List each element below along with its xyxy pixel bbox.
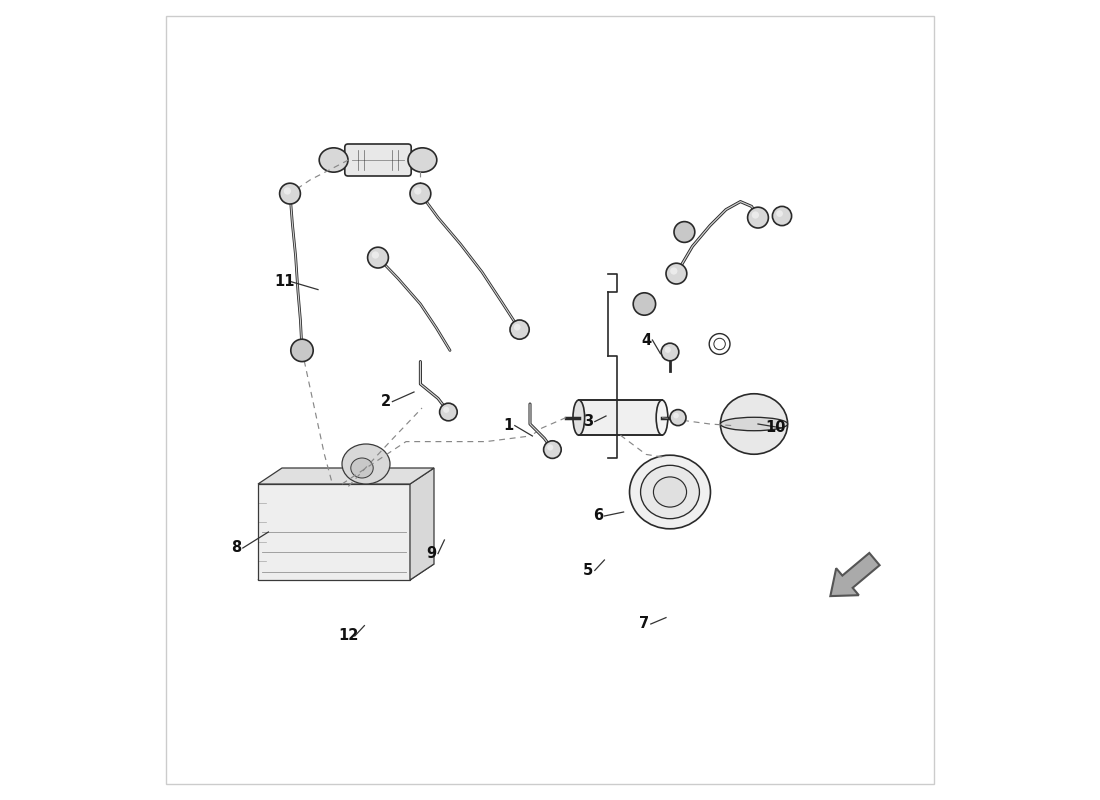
- Ellipse shape: [657, 400, 668, 435]
- Circle shape: [440, 403, 458, 421]
- Circle shape: [290, 339, 314, 362]
- Polygon shape: [258, 484, 410, 580]
- Circle shape: [415, 187, 421, 194]
- Ellipse shape: [653, 477, 686, 507]
- Circle shape: [284, 187, 292, 194]
- Circle shape: [372, 251, 379, 258]
- Text: 12: 12: [338, 629, 359, 643]
- Circle shape: [367, 247, 388, 268]
- Text: 2: 2: [381, 394, 392, 409]
- Circle shape: [748, 207, 769, 228]
- Ellipse shape: [720, 418, 788, 430]
- Circle shape: [674, 222, 695, 242]
- Polygon shape: [258, 564, 434, 580]
- Polygon shape: [258, 468, 434, 484]
- Text: 11: 11: [274, 274, 295, 289]
- Polygon shape: [830, 553, 880, 596]
- Circle shape: [634, 293, 656, 315]
- Circle shape: [514, 324, 520, 330]
- Circle shape: [670, 267, 678, 274]
- Ellipse shape: [640, 466, 700, 518]
- Circle shape: [751, 211, 759, 218]
- Circle shape: [670, 410, 686, 426]
- Bar: [579, 400, 662, 435]
- Text: 8: 8: [231, 541, 242, 555]
- Text: 6: 6: [593, 509, 603, 523]
- Text: 9: 9: [427, 546, 437, 561]
- Ellipse shape: [720, 394, 788, 454]
- Circle shape: [772, 206, 792, 226]
- Circle shape: [547, 444, 553, 450]
- Circle shape: [664, 346, 671, 353]
- Text: 5: 5: [583, 563, 594, 578]
- Ellipse shape: [408, 148, 437, 172]
- Circle shape: [410, 183, 431, 204]
- Circle shape: [777, 210, 783, 217]
- Ellipse shape: [342, 444, 390, 484]
- Circle shape: [673, 413, 679, 418]
- Circle shape: [661, 343, 679, 361]
- Ellipse shape: [351, 458, 373, 478]
- Circle shape: [543, 441, 561, 458]
- FancyBboxPatch shape: [344, 144, 411, 176]
- Circle shape: [443, 406, 449, 413]
- Ellipse shape: [629, 455, 711, 529]
- Ellipse shape: [573, 400, 584, 435]
- Circle shape: [279, 183, 300, 204]
- Circle shape: [666, 263, 686, 284]
- Polygon shape: [410, 468, 435, 580]
- Text: 7: 7: [639, 617, 649, 631]
- Text: 4: 4: [641, 333, 651, 347]
- Text: 3: 3: [583, 414, 594, 429]
- Text: 1: 1: [504, 418, 514, 433]
- Text: 10: 10: [766, 421, 785, 435]
- Circle shape: [510, 320, 529, 339]
- Ellipse shape: [319, 148, 348, 172]
